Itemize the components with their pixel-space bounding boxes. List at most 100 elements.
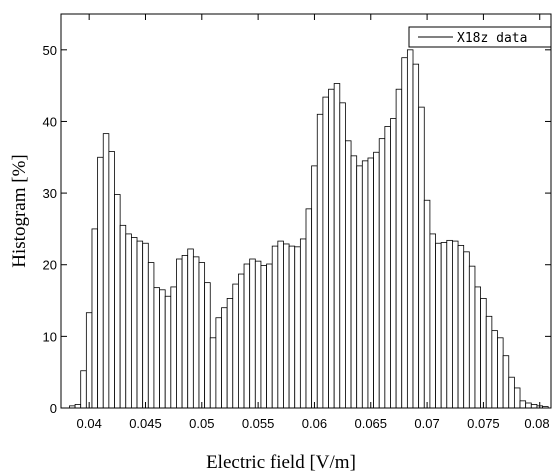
x-tick-label: 0.07 xyxy=(414,416,439,431)
histogram-bar xyxy=(215,317,222,409)
histogram-bar xyxy=(345,140,352,409)
histogram-bar xyxy=(412,63,420,409)
histogram-bar xyxy=(204,282,211,409)
histogram-bar xyxy=(136,240,144,409)
histogram-bar xyxy=(350,155,358,409)
histogram-bar xyxy=(130,237,138,409)
histogram-bar xyxy=(97,156,104,409)
histogram-bar xyxy=(463,251,470,409)
histogram-bar xyxy=(125,233,132,409)
histogram-bar xyxy=(299,238,307,409)
histogram-bar xyxy=(170,286,177,409)
y-axis-label: Histogram [%] xyxy=(9,154,30,267)
histogram-bar xyxy=(401,57,408,409)
histogram-bar xyxy=(142,242,149,409)
histogram-bar xyxy=(102,133,110,409)
histogram-bar xyxy=(209,337,217,409)
histogram-bar xyxy=(491,330,498,409)
histogram-bar xyxy=(395,88,403,409)
histogram-bar xyxy=(328,88,335,409)
histogram-bar xyxy=(153,287,160,409)
legend-entry-x18z-data: X18z data xyxy=(457,31,527,46)
histogram-bar xyxy=(423,199,431,409)
x-tick-label: 0.05 xyxy=(189,416,214,431)
histogram-bar xyxy=(232,283,239,409)
histogram-bar xyxy=(226,297,234,409)
histogram-bar xyxy=(305,208,313,409)
histogram-bar xyxy=(530,404,538,409)
histogram-bar xyxy=(316,113,324,409)
histogram-bar xyxy=(283,243,290,409)
histogram-bar xyxy=(159,289,166,409)
histogram-bar xyxy=(108,151,115,409)
histogram-bar xyxy=(164,295,172,409)
histogram-bar xyxy=(243,263,251,409)
histogram-bar xyxy=(429,233,436,409)
histogram-bar xyxy=(452,240,459,409)
histogram-bar xyxy=(339,102,346,409)
y-tick-label: 30 xyxy=(43,186,57,201)
histogram-bar xyxy=(147,262,155,409)
histogram-bar xyxy=(249,258,256,409)
histogram-bar xyxy=(474,286,482,409)
y-tick-label: 20 xyxy=(43,258,57,273)
histogram-bar xyxy=(80,370,87,409)
histogram-bar xyxy=(322,96,329,409)
histogram-bar xyxy=(74,404,82,409)
histogram-bar xyxy=(502,355,510,409)
histogram-bar xyxy=(114,194,121,409)
histogram-bar xyxy=(457,244,465,409)
histogram-bar xyxy=(254,260,262,409)
histogram-bar xyxy=(378,138,386,409)
legend-box xyxy=(408,26,552,48)
y-tick-label: 50 xyxy=(43,43,57,58)
histogram-bar xyxy=(361,160,369,409)
histogram-bar xyxy=(480,297,487,409)
histogram-bar xyxy=(367,157,374,409)
histogram-bar xyxy=(260,265,267,409)
histogram-bar xyxy=(288,245,296,409)
y-tick-label: 0 xyxy=(50,401,57,416)
x-tick-label: 0.08 xyxy=(524,416,549,431)
histogram-bar xyxy=(418,106,425,409)
histogram-bar xyxy=(311,165,318,409)
histogram-bar xyxy=(266,263,273,409)
x-tick-label: 0.055 xyxy=(242,416,275,431)
histogram-bar xyxy=(238,273,245,409)
histogram-bar xyxy=(356,165,363,409)
histogram-bar xyxy=(294,246,301,409)
x-axis-ticks: 0.04 0.045 0.05 0.055 0.06 0.065 0.07 0.075 0.08 xyxy=(77,14,550,431)
x-tick-label: 0.06 xyxy=(302,416,327,431)
histogram-bar xyxy=(192,256,200,409)
histogram-bar xyxy=(91,228,99,409)
bars xyxy=(69,49,549,409)
histogram-bar xyxy=(221,307,228,409)
x-tick-label: 0.065 xyxy=(354,416,387,431)
x-tick-label: 0.045 xyxy=(129,416,162,431)
histogram-bar xyxy=(85,312,93,409)
histogram-bar xyxy=(390,118,397,409)
histogram-bar xyxy=(446,239,453,409)
histogram-bar xyxy=(440,242,448,409)
histogram-bar xyxy=(497,337,504,409)
histogram-bar xyxy=(198,262,206,409)
histogram-bar xyxy=(435,242,442,409)
y-tick-label: 10 xyxy=(43,329,57,344)
histogram-bar xyxy=(485,315,493,409)
histogram-bar xyxy=(333,83,341,409)
y-axis-ticks: 0 10 20 30 40 50 xyxy=(43,43,551,416)
legend: X18z data xyxy=(408,26,552,48)
histogram-bar xyxy=(513,387,521,409)
histogram-bar xyxy=(119,224,127,409)
histogram-bar xyxy=(508,376,515,409)
histogram-bar xyxy=(187,248,194,409)
histogram-bar xyxy=(406,49,414,409)
histogram-bar xyxy=(373,151,380,409)
plot-frame xyxy=(60,13,552,409)
histogram-bar xyxy=(277,240,284,409)
y-tick-label: 40 xyxy=(43,114,57,129)
histogram-bar xyxy=(468,265,476,409)
x-tick-label: 0.04 xyxy=(77,416,102,431)
histogram-bar xyxy=(525,402,532,409)
